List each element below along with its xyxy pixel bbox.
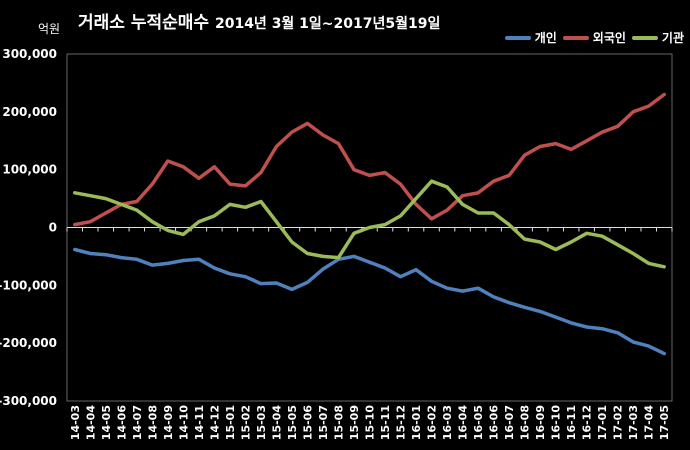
x-tick-label: 15-10 bbox=[364, 405, 377, 441]
x-tick-label: 16-12 bbox=[581, 405, 594, 440]
x-tick-label: 14-03 bbox=[69, 405, 82, 440]
legend: 개인 외국인 기관 bbox=[504, 29, 684, 46]
legend-swatch-foreign bbox=[562, 35, 589, 40]
x-tick-label: 14-05 bbox=[100, 405, 113, 440]
x-tick-label: 16-05 bbox=[472, 405, 485, 440]
legend-swatch-institution bbox=[631, 35, 658, 40]
x-tick-label: 15-06 bbox=[301, 405, 314, 441]
x-tick-label: 15-01 bbox=[224, 405, 237, 440]
chart-title-main: 거래소 누적순매수 bbox=[78, 13, 210, 33]
x-tick-label: 15-11 bbox=[379, 405, 392, 440]
x-tick-label: 15-12 bbox=[395, 405, 408, 440]
chart-subtitle: 2014년 3월 1일~2017년5월19일 bbox=[214, 16, 441, 32]
y-axis-unit-label: 억원 bbox=[38, 22, 61, 36]
x-tick-label: 14-07 bbox=[131, 405, 144, 440]
legend-item-institution: 기관 bbox=[631, 29, 684, 46]
x-tick-label: 14-04 bbox=[84, 405, 97, 441]
x-tick-label: 17-03 bbox=[627, 405, 640, 440]
x-tick-label: 16-02 bbox=[426, 405, 439, 440]
legend-label-institution: 기관 bbox=[661, 31, 684, 45]
x-tick-label: 16-10 bbox=[550, 405, 563, 441]
x-tick-label: 17-04 bbox=[643, 405, 656, 441]
x-tick-label: 16-11 bbox=[565, 405, 578, 440]
x-tick-label: 14-09 bbox=[162, 405, 175, 440]
x-tick-label: 17-02 bbox=[612, 405, 625, 440]
y-tick-label: -100,000 bbox=[0, 278, 57, 292]
x-tick-label: 15-08 bbox=[332, 405, 345, 440]
y-tick-label: -300,000 bbox=[0, 394, 57, 408]
x-tick-label: 15-02 bbox=[239, 405, 252, 440]
x-tick-label: 15-05 bbox=[286, 405, 299, 440]
legend-label-individual: 개인 bbox=[534, 31, 557, 45]
y-tick-label: 200,000 bbox=[2, 105, 57, 119]
x-tick-label: 16-03 bbox=[441, 405, 454, 440]
x-tick-label: 15-04 bbox=[270, 405, 283, 441]
x-tick-label: 14-12 bbox=[208, 405, 221, 440]
x-tick-label: 15-03 bbox=[255, 405, 268, 440]
x-tick-label: 16-09 bbox=[534, 405, 547, 440]
y-tick-label: 100,000 bbox=[2, 163, 57, 177]
x-tick-label: 15-07 bbox=[317, 405, 330, 440]
x-tick-label: 14-08 bbox=[146, 405, 159, 440]
y-tick-label: 0 bbox=[49, 221, 57, 235]
legend-item-individual: 개인 bbox=[504, 29, 557, 46]
series-line-1 bbox=[73, 92, 666, 227]
x-tick-label: 16-08 bbox=[519, 405, 532, 440]
x-tick-label: 17-05 bbox=[658, 405, 671, 440]
legend-label-foreign: 외국인 bbox=[592, 31, 626, 45]
x-tick-label: 16-07 bbox=[503, 405, 516, 440]
legend-swatch-individual bbox=[504, 35, 531, 40]
x-tick-label: 14-11 bbox=[193, 405, 206, 440]
x-tick-label: 14-10 bbox=[177, 405, 190, 441]
legend-item-foreign: 외국인 bbox=[562, 29, 626, 46]
x-tick-label: 17-01 bbox=[596, 405, 609, 440]
series-line-2 bbox=[73, 179, 666, 269]
y-tick-label: 300,000 bbox=[2, 47, 57, 61]
x-tick-label: 16-04 bbox=[457, 405, 470, 441]
x-tick-label: 15-09 bbox=[348, 405, 361, 440]
chart-title: 거래소 누적순매수 2014년 3월 1일~2017년5월19일 bbox=[78, 8, 440, 33]
x-tick-label: 16-01 bbox=[410, 405, 423, 440]
x-tick-label: 16-06 bbox=[488, 405, 501, 441]
x-tick-label: 14-06 bbox=[115, 405, 128, 441]
y-tick-label: -200,000 bbox=[0, 336, 57, 350]
series-line-0 bbox=[73, 247, 666, 356]
